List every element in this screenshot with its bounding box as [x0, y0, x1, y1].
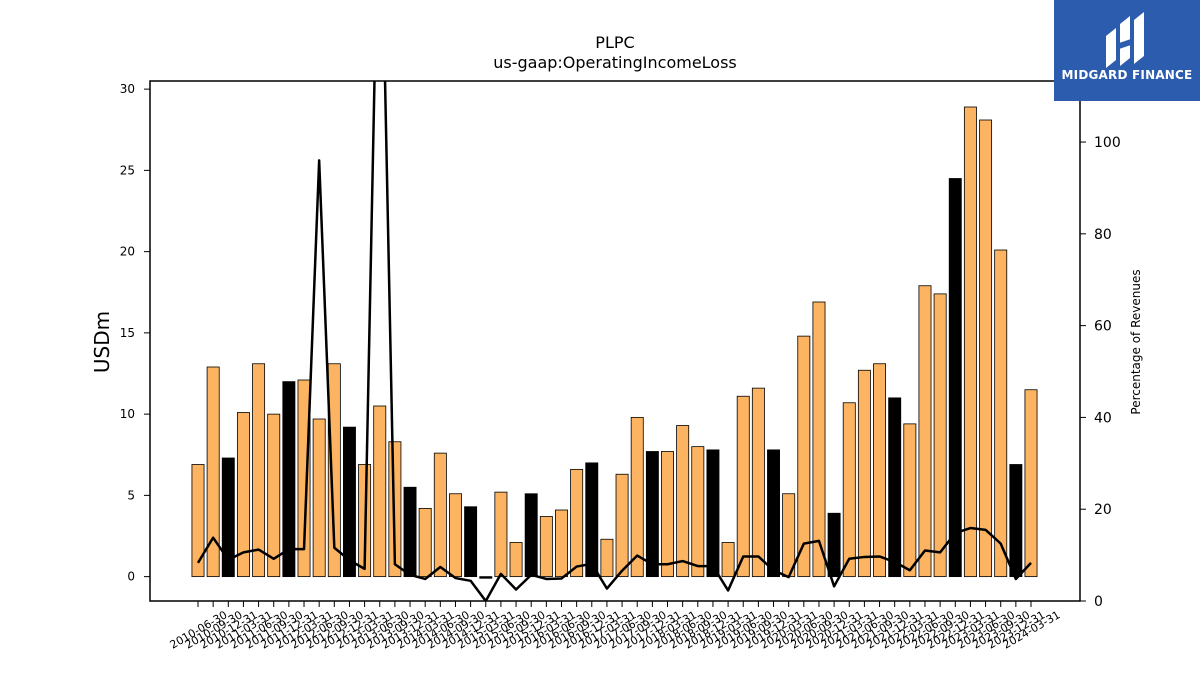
bar-2021-12-31 [888, 397, 902, 578]
bar-2021-09-30 [873, 363, 887, 578]
bar-2018-12-31 [706, 449, 720, 578]
bar-2019-03-31 [721, 542, 735, 578]
bar-2020-06-30 [797, 335, 811, 578]
bar-2022-09-30 [933, 293, 947, 578]
bar-2012-03-31 [297, 379, 311, 578]
bar-2015-06-30 [494, 491, 508, 578]
bar-2013-12-31 [403, 486, 417, 578]
bar-2010-09-30 [206, 366, 220, 578]
bar-2022-12-31 [948, 178, 962, 578]
bar-2010-06-30 [191, 464, 205, 578]
chart-title: PLPC [595, 33, 634, 52]
bar-2014-09-30 [449, 493, 462, 578]
series-line-percentage [196, 81, 1032, 601]
bar-2014-12-31 [464, 506, 478, 578]
logo-text: MIDGARD FINANCE [1061, 68, 1193, 82]
bar-2016-12-31 [585, 462, 599, 578]
y2-tick-label: 20 [1094, 502, 1112, 518]
plot-frame [149, 80, 1081, 602]
y-tick-label: 25 [120, 163, 135, 177]
line-layer [196, 81, 1032, 601]
bar-2023-06-30 [979, 119, 993, 578]
bar-2011-06-30 [252, 363, 266, 578]
bar-2021-06-30 [857, 369, 871, 578]
right-axis: 0 20 40 60 80 100 [1080, 135, 1121, 610]
y-tick-label: 5 [127, 488, 135, 502]
bar-2020-12-31 [827, 512, 841, 578]
y2-tick-label: 0 [1094, 594, 1103, 610]
bar-2023-09-30 [994, 249, 1008, 578]
logo-mark-icon [1106, 12, 1144, 68]
bar-2012-12-31 [342, 426, 356, 578]
bar-2014-03-31 [418, 507, 432, 578]
bar-2021-03-31 [842, 402, 856, 578]
bar-2011-12-31 [282, 381, 296, 578]
bar-2023-03-31 [963, 106, 977, 578]
bar-2012-06-30 [312, 418, 326, 578]
y-tick-label: 20 [120, 245, 135, 259]
bar-2019-12-31 [767, 449, 780, 578]
y2-tick-label: 60 [1094, 319, 1112, 335]
bar-2018-03-31 [661, 451, 674, 578]
bar-2017-03-31 [600, 538, 614, 578]
bar-2020-09-30 [812, 301, 826, 578]
bar-2015-09-30 [509, 542, 523, 578]
bar-2019-09-30 [751, 387, 765, 578]
bar-2013-06-30 [373, 405, 387, 578]
bar-2018-06-30 [676, 425, 690, 578]
bar-2012-09-30 [327, 363, 341, 578]
x-axis: 2010-06-302010-09-302010-12-312011-03-31… [168, 601, 1063, 652]
y2-axis-label: Percentage of Revenues [1129, 269, 1143, 414]
bars-layer [191, 106, 1038, 579]
y-tick-label: 15 [120, 326, 135, 340]
bar-2015-12-31 [524, 493, 538, 578]
bar-2017-09-30 [630, 416, 644, 578]
bar-2011-09-30 [267, 413, 281, 578]
bar-2018-09-30 [691, 446, 705, 578]
bar-2017-12-31 [645, 451, 659, 578]
bar-2022-03-31 [903, 423, 917, 578]
bar-2020-03-31 [782, 493, 796, 578]
bar-2016-09-30 [570, 468, 584, 578]
bar-2016-03-31 [539, 516, 553, 578]
y-axis-label: USDm [90, 311, 114, 373]
bar-2023-12-31 [1009, 464, 1023, 578]
chart-subtitle: us-gaap:OperatingIncomeLoss [493, 53, 737, 72]
bar-2014-06-30 [433, 452, 447, 578]
bar-2011-03-31 [236, 412, 250, 578]
y-tick-label: 10 [120, 407, 135, 421]
bar-2016-06-30 [555, 509, 568, 578]
y2-tick-label: 100 [1094, 135, 1121, 151]
y2-tick-label: 40 [1094, 410, 1112, 426]
bar-2022-06-30 [918, 285, 932, 578]
left-axis: 0 5 10 15 20 25 30 [120, 82, 150, 584]
brand-logo: MIDGARD FINANCE [1054, 0, 1200, 101]
bar-2015-03-31 [479, 576, 493, 579]
y-tick-label: 30 [120, 82, 135, 96]
bar-2017-06-30 [615, 473, 629, 578]
bar-2024-03-31 [1024, 389, 1038, 578]
y2-tick-label: 80 [1094, 227, 1112, 243]
bar-2010-12-31 [221, 457, 235, 578]
y-tick-label: 0 [127, 570, 135, 584]
bar-2019-06-30 [736, 395, 750, 578]
